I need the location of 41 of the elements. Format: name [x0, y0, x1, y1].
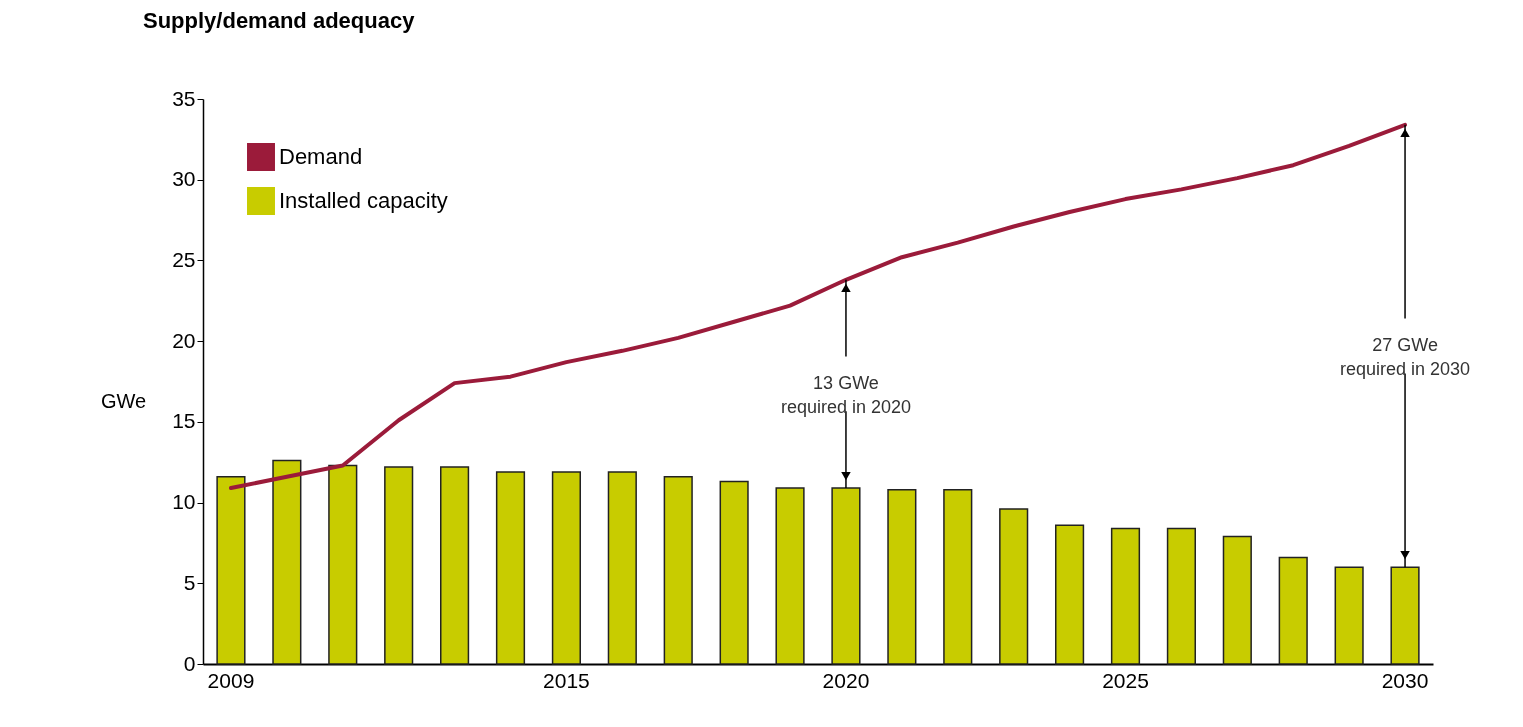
y-tick-label: 10	[172, 490, 196, 514]
bar	[1110, 527, 1141, 665]
bar	[1222, 535, 1252, 665]
bar	[1390, 566, 1420, 665]
bar	[1055, 524, 1085, 665]
y-tick-label: 35	[172, 86, 196, 110]
bar	[887, 488, 917, 665]
bar	[328, 464, 358, 665]
bar	[384, 466, 414, 665]
bar	[663, 475, 693, 665]
legend-label: Demand	[279, 144, 363, 169]
bar	[1278, 556, 1308, 665]
bar	[999, 508, 1029, 665]
bar	[607, 471, 637, 665]
bar	[216, 475, 246, 665]
legend-label: Installed capacity	[279, 188, 448, 213]
y-tick-label: 15	[172, 409, 196, 433]
bar	[831, 487, 861, 665]
x-tick-label: 2015	[543, 668, 590, 692]
x-tick-label: 2009	[207, 668, 255, 692]
y-tick-label: 25	[172, 247, 196, 271]
y-tick-label: 30	[172, 167, 196, 191]
x-tick-label: 2030	[1381, 668, 1429, 692]
bar	[1334, 566, 1364, 665]
bar	[495, 471, 526, 665]
annotation: 27 GWe required in 2030	[1339, 334, 1471, 379]
bar	[551, 471, 581, 665]
chart-title: Supply/demand adequacy	[143, 8, 416, 33]
x-tick-label: 2020	[822, 668, 870, 692]
bar	[440, 466, 470, 665]
y-tick-label: 0	[183, 651, 196, 675]
bar	[1166, 527, 1196, 665]
bar	[943, 488, 973, 665]
bar	[775, 487, 805, 665]
x-tick-label: 2025	[1102, 668, 1149, 692]
bar	[719, 480, 749, 665]
y-tick-label: 5	[183, 570, 196, 594]
y-axis-title: GWe	[100, 389, 147, 412]
annotation: 13 GWe required in 2020	[780, 372, 912, 417]
y-tick-label: 20	[172, 328, 196, 352]
bar	[272, 459, 302, 665]
